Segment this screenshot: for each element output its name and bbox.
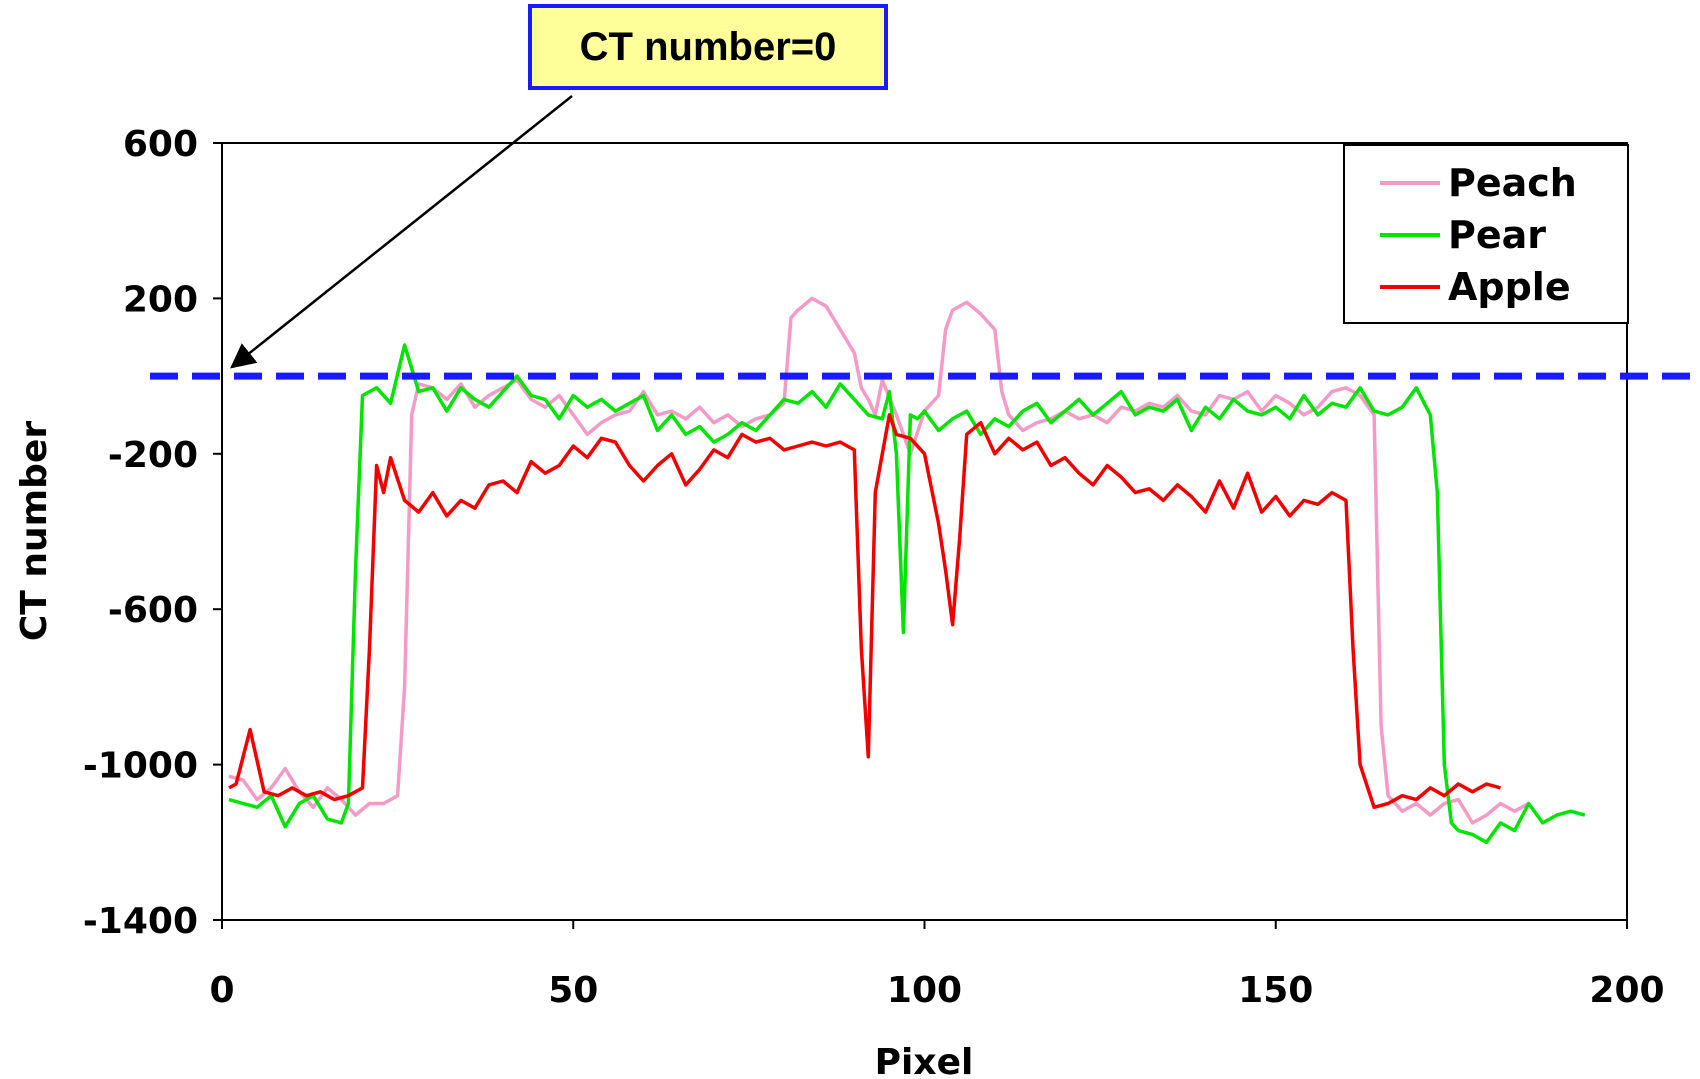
series-line-apple [228,413,1501,810]
y-axis-ticks: 600 200 -200 -600 -1000 -1400 [83,124,222,942]
series-line-peach [228,296,1530,825]
y-axis-title: CT number [14,421,55,641]
legend: Peach Pear Apple [1343,144,1629,324]
x-tick-label: 50 [548,970,598,1011]
legend-label-pear: Pear [1448,213,1546,257]
y-tick-label: -1400 [83,901,198,942]
legend-label-apple: Apple [1448,265,1571,309]
x-axis-ticks: 0 50 100 150 200 [209,920,1665,1011]
ct-zero-callout: CT number=0 [528,4,888,90]
x-tick-label: 150 [1238,970,1313,1011]
y-tick-label: 200 [123,279,198,320]
callout-arrow [230,95,573,369]
y-tick-label: -200 [108,435,198,476]
series-lines [228,296,1586,845]
y-tick-label: -1000 [83,746,198,787]
x-tick-label: 100 [887,970,962,1011]
legend-label-peach: Peach [1448,161,1577,205]
x-axis-title: Pixel [875,1042,974,1079]
x-tick-label: 0 [209,970,234,1011]
x-tick-label: 200 [1589,970,1664,1011]
series-line-pear [228,343,1586,845]
y-tick-label: -600 [108,590,198,631]
y-tick-label: 600 [123,124,198,165]
